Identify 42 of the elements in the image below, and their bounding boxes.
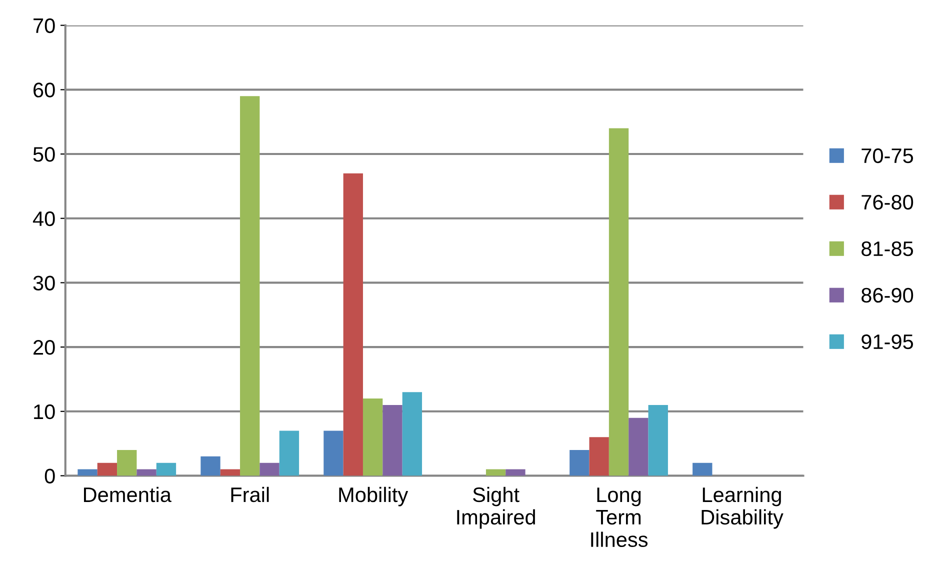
bar xyxy=(486,469,506,476)
bar xyxy=(260,462,280,476)
y-tick-label: 30 xyxy=(33,276,55,290)
bar xyxy=(136,469,156,476)
bar xyxy=(220,469,240,476)
bar xyxy=(97,462,118,476)
x-tick-label: Mobility xyxy=(339,486,408,506)
bar xyxy=(589,437,609,476)
bar xyxy=(382,404,402,476)
bar xyxy=(200,456,220,476)
legend-label: 70-75 xyxy=(862,148,914,164)
bar xyxy=(117,450,137,476)
legend-label: 81-85 xyxy=(862,241,914,256)
bar xyxy=(692,462,712,476)
x-tick-label: Learning Disability xyxy=(702,486,784,529)
bar xyxy=(648,404,668,476)
x-tick-label: Dementia xyxy=(84,486,172,502)
y-tick-label: 10 xyxy=(34,404,55,420)
bar xyxy=(78,469,98,476)
y-tick-label: 50 xyxy=(33,147,55,162)
y-tick-label: 60 xyxy=(34,82,55,98)
x-tick-label: Long Term Illness xyxy=(591,488,648,548)
legend-label: 76-80 xyxy=(862,194,914,210)
bar xyxy=(343,173,363,476)
bar xyxy=(156,462,176,476)
x-tick-label: Frail xyxy=(231,486,269,502)
y-tick-label: 20 xyxy=(34,340,55,355)
y-tick-label: 70 xyxy=(34,18,55,34)
bar xyxy=(628,418,648,476)
bar xyxy=(279,430,300,476)
legend-label: 91-95 xyxy=(862,334,914,350)
legend-label: 86-90 xyxy=(862,288,914,303)
bar xyxy=(240,96,260,476)
y-tick-label: 40 xyxy=(32,211,55,226)
bar xyxy=(570,450,590,476)
bar xyxy=(362,398,383,476)
bar xyxy=(608,128,629,476)
x-tick-label: Sight Impaired xyxy=(457,486,535,529)
bar xyxy=(402,392,422,476)
bar xyxy=(506,469,526,476)
y-tick-label: 0 xyxy=(44,468,55,484)
bar xyxy=(324,430,344,476)
